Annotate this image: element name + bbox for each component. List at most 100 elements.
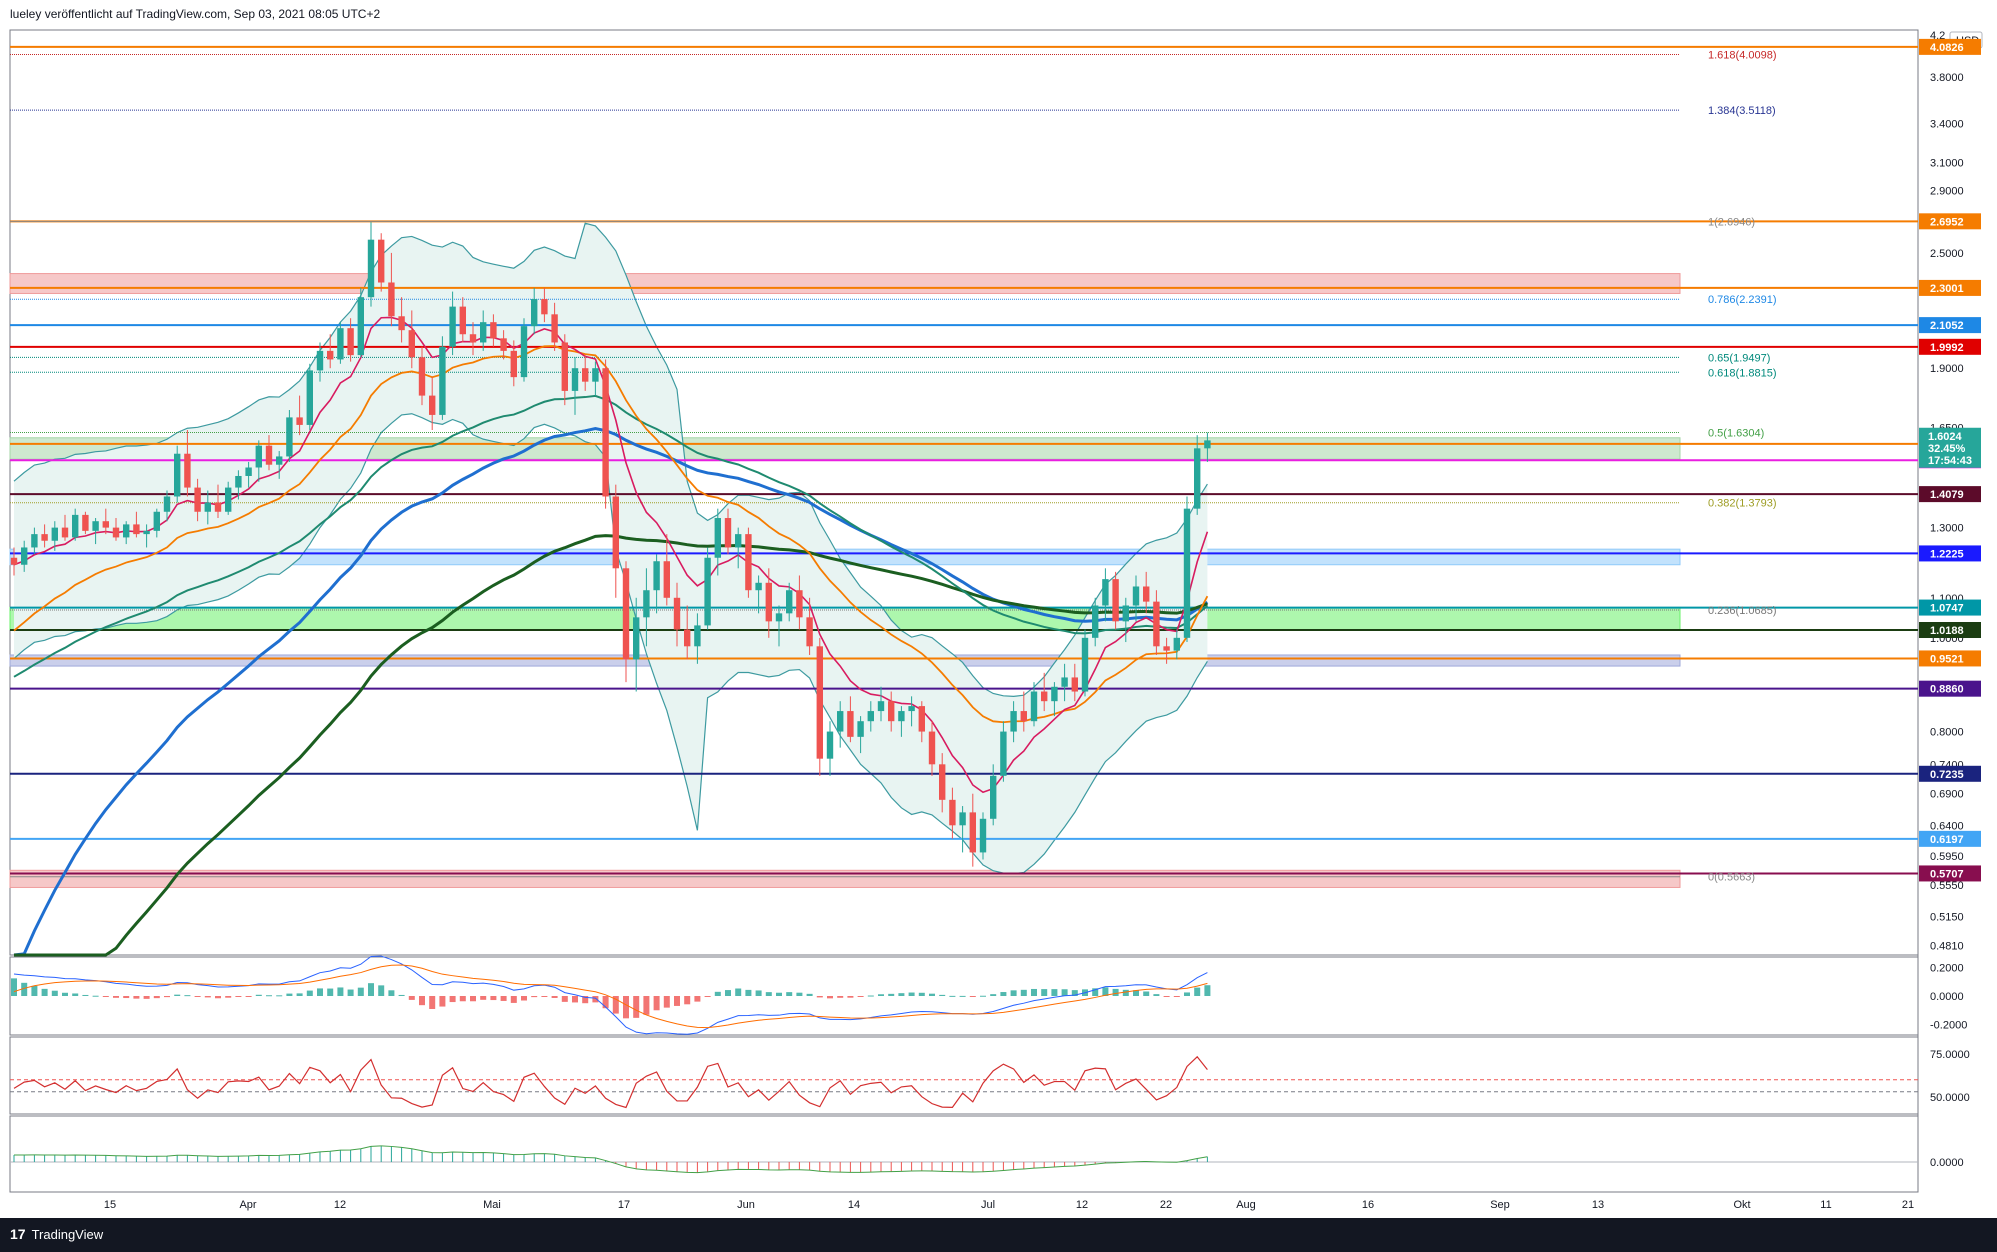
candle [612,496,619,569]
macd-histogram-bar [143,996,150,999]
macd-histogram-bar [796,992,803,996]
macd-histogram-bar [929,993,935,996]
x-tick-label: 14 [848,1199,860,1211]
x-tick-label: Aug [1236,1199,1256,1211]
level-badge-10 [1919,622,1981,639]
macd-histogram-bar [1122,989,1129,996]
macd-histogram-bar [776,992,782,996]
candle [541,299,548,315]
x-tick-label: 22 [1160,1199,1172,1211]
level-badge-text-9: 1.0747 [1930,603,1964,615]
candle [82,514,89,531]
macd-histogram-bar [296,993,303,996]
macd-histogram-bar [1163,996,1170,997]
candle [1183,508,1191,638]
macd-histogram-bar [337,987,344,996]
current-price-text-1: 32.45% [1928,443,1966,455]
macd-histogram-bar [378,985,385,996]
price-chart[interactable]: 1.618(4.0098) 1.384(3.5118) 1(2.6946) 0.786… [0,0,1997,1218]
candle [551,314,558,343]
candle [979,818,987,853]
candle [276,456,283,465]
macd-histogram-bar [194,996,201,997]
candle [510,350,517,378]
candle [847,711,854,737]
candle [153,511,160,531]
candle [643,590,650,618]
candle [1173,637,1180,651]
macd-histogram-bar [908,992,915,996]
candle [1112,579,1119,622]
candle [286,417,293,457]
macd-histogram-bar [174,994,181,996]
macd-histogram-bar [878,994,884,996]
candle [112,527,120,538]
macd-histogram-bar [21,982,28,996]
candle [439,346,446,415]
candle [531,299,538,327]
macd-histogram-bar [41,988,48,996]
level-badge-11 [1919,650,1981,667]
macd-histogram-bar [266,995,272,997]
ema-green-line [14,534,1208,957]
fib-label-1: 1.384(3.5118) [1708,105,1776,117]
level-badge-text-10: 1.0188 [1930,625,1964,637]
macd-histogram-bar [1112,988,1119,996]
macd-histogram-bar [72,993,79,996]
macd-histogram-bar [245,996,252,997]
macd-histogram-bar [204,996,211,998]
macd-histogram-bar [347,989,354,996]
candle [1030,691,1038,722]
tradingview-logo[interactable]: 17 TradingView [10,1226,103,1242]
candle [1143,586,1150,602]
macd-histogram-bar [602,996,609,1009]
candle [378,239,385,283]
candle [908,706,915,712]
candle [837,711,844,732]
candle [684,629,691,647]
candle [1153,601,1160,647]
macd-histogram-bar [286,993,293,996]
macd-histogram-bar [623,996,629,1019]
macd-histogram-bar [113,996,119,998]
macd-histogram-bar [888,993,895,996]
candle [990,775,997,819]
macd-histogram-bar [521,996,527,1001]
macd-tick-label: 0.0000 [1930,991,1964,1003]
candle [388,282,395,317]
macd-histogram-bar [51,990,58,996]
candle [500,338,507,351]
candle [133,524,140,535]
candle [867,711,874,722]
macd-histogram-bar [541,996,548,997]
macd-histogram-bar [368,983,374,996]
macd-histogram-bar [184,995,191,997]
candle [939,764,946,800]
macd-histogram-bar [704,996,711,997]
x-tick-label: Sep [1490,1199,1510,1211]
candle [41,534,48,541]
macd-histogram-bar [62,992,68,996]
candle [663,561,670,598]
candle [429,395,436,415]
candle [163,496,171,512]
candle [949,799,956,826]
macd-histogram-bar [164,996,170,998]
x-tick-label: 16 [1362,1199,1374,1211]
macd-histogram-bar [582,996,589,1004]
zone-0 [9,273,1681,294]
macd-histogram-bar [1204,985,1211,996]
candle [184,453,191,488]
candle [694,625,701,647]
candle [633,617,640,660]
macd-histogram-bar [133,996,140,999]
candle [357,297,364,356]
x-tick-label: Mai [483,1199,501,1211]
level-badge-text-11: 0.9521 [1930,653,1964,665]
candle [1051,686,1058,702]
macd-histogram-bar [1173,996,1180,997]
macd-histogram-bar [867,995,874,997]
macd-histogram-bar [11,978,17,996]
macd-histogram-bar [786,992,793,996]
candle [857,721,864,737]
